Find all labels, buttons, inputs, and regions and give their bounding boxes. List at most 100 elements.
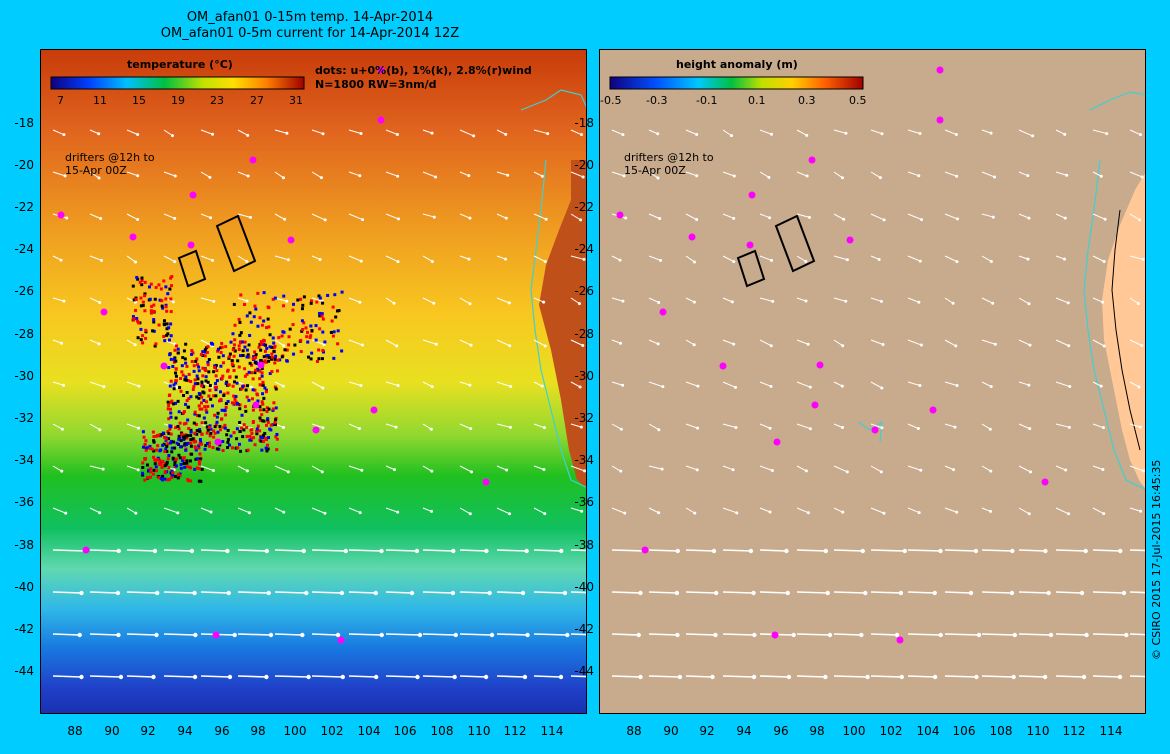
particle-dot: [203, 354, 207, 358]
particle-dot: [275, 369, 279, 373]
particle-dot: [266, 420, 270, 424]
current-arrow: [1055, 129, 1065, 135]
particle-dot: [230, 446, 234, 450]
particle-dot: [174, 379, 178, 383]
particle-dot: [193, 410, 197, 414]
particle-dot: [321, 330, 325, 334]
drifter-marker: [641, 546, 649, 554]
particle-dot: [216, 347, 220, 351]
current-arrow-head: [246, 133, 250, 137]
particle-dot: [232, 431, 236, 435]
current-arrow: [685, 129, 697, 135]
particle-dot: [256, 424, 260, 428]
particle-dot: [220, 341, 224, 345]
current-arrow-head: [173, 174, 177, 178]
current-arrow-head: [932, 590, 937, 596]
current-arrow: [1018, 339, 1031, 346]
current-arrow-head: [751, 674, 757, 680]
particle-dot: [160, 304, 164, 308]
particle-dot: [222, 394, 226, 398]
current-arrow: [981, 297, 993, 304]
current-arrow: [796, 129, 807, 136]
current-arrow-head: [508, 425, 512, 429]
current-arrow: [422, 591, 453, 594]
current-arrow-head: [953, 425, 957, 429]
current-arrow-head: [968, 590, 974, 596]
particle-dot: [182, 349, 186, 353]
cbar-tick: 31: [289, 94, 303, 107]
particle-dot: [132, 317, 136, 321]
particle-dot: [320, 357, 324, 361]
y-tick-label: -26: [14, 284, 34, 298]
drifter-marker: [929, 406, 937, 414]
current-arrow-head: [434, 342, 438, 346]
current-arrow: [796, 255, 807, 262]
current-arrow: [1129, 465, 1144, 472]
current-arrow-head: [211, 468, 215, 472]
particle-dot: [162, 279, 166, 283]
particle-dot: [149, 309, 153, 313]
drifter-marker: [771, 631, 779, 639]
particle-dot: [180, 364, 184, 368]
current-arrow-head: [483, 674, 489, 680]
current-arrow-head: [300, 632, 305, 638]
particle-dot: [267, 359, 271, 363]
current-arrow: [496, 381, 511, 388]
current-arrow: [981, 591, 1012, 594]
particle-dot: [143, 478, 147, 482]
particle-dot: [292, 302, 296, 306]
particle-dot: [159, 477, 163, 481]
particle-dot: [182, 393, 186, 397]
current-arrow: [311, 297, 323, 302]
current-arrow: [1018, 633, 1052, 636]
current-arrow: [981, 213, 994, 218]
particle-dot: [198, 407, 202, 411]
current-arrow: [496, 675, 525, 678]
current-arrow-head: [767, 175, 771, 179]
current-arrow: [722, 465, 734, 471]
current-arrow-head: [732, 174, 736, 178]
current-arrow: [459, 297, 471, 305]
y-tick-label: -24: [14, 242, 34, 256]
current-arrow-head: [583, 469, 586, 473]
particle-dot: [320, 312, 324, 316]
particle-dot: [172, 440, 176, 444]
particle-dot: [201, 353, 205, 357]
x-tick-label: 110: [1026, 724, 1050, 738]
current-arrow-head: [379, 632, 384, 638]
particle-dot: [167, 477, 171, 481]
current-arrow: [163, 675, 196, 678]
current-arrow-head: [1010, 548, 1015, 554]
current-arrow-head: [468, 383, 472, 387]
current-arrow: [981, 549, 1013, 552]
current-arrow: [796, 675, 826, 678]
drifter-marker: [312, 426, 320, 434]
current-arrow-head: [623, 511, 627, 515]
particle-dot: [246, 353, 250, 357]
particle-dot: [207, 441, 211, 445]
current-arrow: [722, 129, 732, 137]
particle-dot: [254, 355, 258, 359]
current-arrow: [981, 675, 1014, 678]
drifter-marker: [287, 236, 295, 244]
current-arrow: [311, 591, 342, 594]
current-arrow-head: [360, 468, 364, 472]
particle-dot: [169, 334, 173, 338]
current-arrow: [648, 129, 658, 135]
particle-dot: [256, 399, 260, 403]
current-arrow: [422, 171, 436, 178]
particle-dot: [293, 343, 297, 347]
particle-dot: [201, 390, 205, 394]
current-arrow-head: [898, 590, 904, 596]
current-arrow-head: [1027, 383, 1031, 387]
particle-dot: [197, 479, 201, 483]
study-box-small: [736, 249, 766, 288]
current-arrow: [311, 129, 324, 135]
particle-dot: [259, 348, 263, 352]
current-arrow: [1055, 423, 1070, 428]
particle-dot: [178, 472, 182, 476]
current-arrow-head: [748, 548, 754, 554]
current-arrow-head: [335, 632, 341, 638]
current-arrow: [533, 423, 545, 429]
current-arrow: [237, 591, 269, 594]
